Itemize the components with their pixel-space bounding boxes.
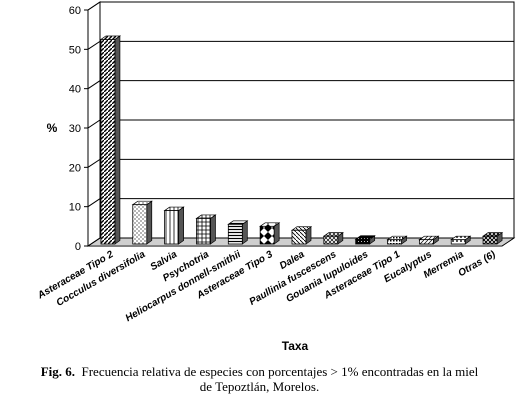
bar xyxy=(100,39,116,245)
y-axis-label: % xyxy=(47,121,58,135)
gridline xyxy=(87,1,514,11)
y-tick-label: 50 xyxy=(69,44,81,56)
figure-caption: Fig. 6. Frecuencia relativa de especies … xyxy=(0,364,519,394)
bar-side xyxy=(210,214,216,245)
bar xyxy=(227,223,243,245)
bar xyxy=(482,235,498,245)
y-tick-label: 0 xyxy=(75,241,81,253)
bar xyxy=(196,218,211,245)
y-tick-label: 30 xyxy=(69,123,81,135)
bar xyxy=(132,204,148,245)
bar-side xyxy=(114,35,121,245)
bar xyxy=(387,239,402,245)
bar xyxy=(450,239,466,245)
caption-text-2: de Tepoztlán, Morelos. xyxy=(199,379,320,394)
y-tick-label: 10 xyxy=(69,202,81,214)
gridline xyxy=(87,237,514,247)
y-tick-label: 60 xyxy=(69,5,81,17)
bar-side xyxy=(241,220,248,245)
gridline xyxy=(87,119,514,129)
y-tick-label: 40 xyxy=(69,84,81,96)
x-tick-label: Otras (6) xyxy=(456,249,498,279)
bar-side xyxy=(178,206,184,245)
bar xyxy=(259,225,275,245)
caption-label: Fig. 6. xyxy=(40,364,75,379)
x-axis-label: Taxa xyxy=(282,339,309,353)
gridline xyxy=(87,158,514,168)
bar-side xyxy=(146,200,153,245)
caption-text: Frecuencia relativa de especies con porc… xyxy=(81,364,479,379)
gridline xyxy=(87,80,514,90)
bar xyxy=(418,239,434,245)
bar xyxy=(291,229,307,245)
y-tick-label: 20 xyxy=(69,162,81,174)
gridline xyxy=(87,198,514,208)
bar xyxy=(355,238,371,245)
bar xyxy=(323,235,339,245)
gridline xyxy=(87,40,514,50)
bar xyxy=(164,210,180,245)
